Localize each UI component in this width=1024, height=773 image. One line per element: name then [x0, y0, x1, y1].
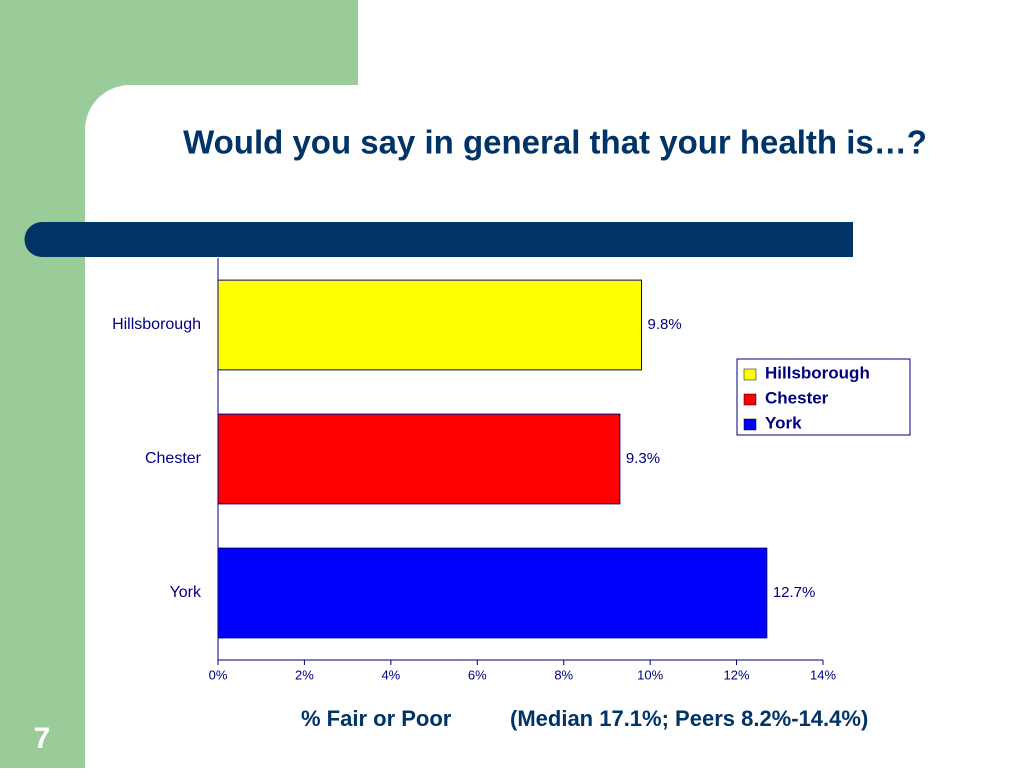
value-label: 9.8% [648, 316, 682, 333]
y-tick-label: Chester [145, 450, 202, 467]
value-label: 12.7% [773, 584, 816, 601]
x-tick-label: 0% [209, 667, 228, 682]
legend-swatch [743, 418, 757, 431]
legend-swatch [743, 393, 757, 406]
legend: Hillsborough Chester York [736, 358, 911, 436]
title-rule [24, 222, 854, 257]
legend-label: York [765, 413, 802, 432]
bar [217, 279, 642, 371]
x-tick-label: 4% [381, 667, 400, 682]
x-tick-label: 12% [724, 667, 750, 682]
value-label: 9.3% [626, 450, 660, 467]
slide-number: 7 [34, 722, 51, 755]
x-tick-label: 14% [810, 667, 836, 682]
legend-label: Hillsborough [765, 363, 870, 382]
legend-label: Chester [765, 388, 829, 407]
bar [217, 547, 768, 639]
x-axis-label: % Fair or Poor [301, 706, 452, 731]
x-axis-note: (Median 17.1%; Peers 8.2%-14.4%) [510, 706, 868, 731]
x-tick-label: 10% [637, 667, 663, 682]
x-tick-label: 2% [295, 667, 314, 682]
y-tick-label: York [170, 584, 202, 601]
x-tick-label: 8% [554, 667, 573, 682]
plot: 0% 2% 4% 6% 8% 10% 12% 14% 9.8% Hillsborough 9.3% C… [112, 258, 911, 682]
y-tick-label: Hillsborough [112, 316, 201, 333]
legend-swatch [743, 368, 757, 381]
legend-box [736, 358, 911, 436]
x-tick-label: 6% [468, 667, 487, 682]
bar [217, 413, 621, 505]
chart-title: Would you say in general that your healt… [183, 124, 927, 161]
green-panel [0, 0, 358, 768]
